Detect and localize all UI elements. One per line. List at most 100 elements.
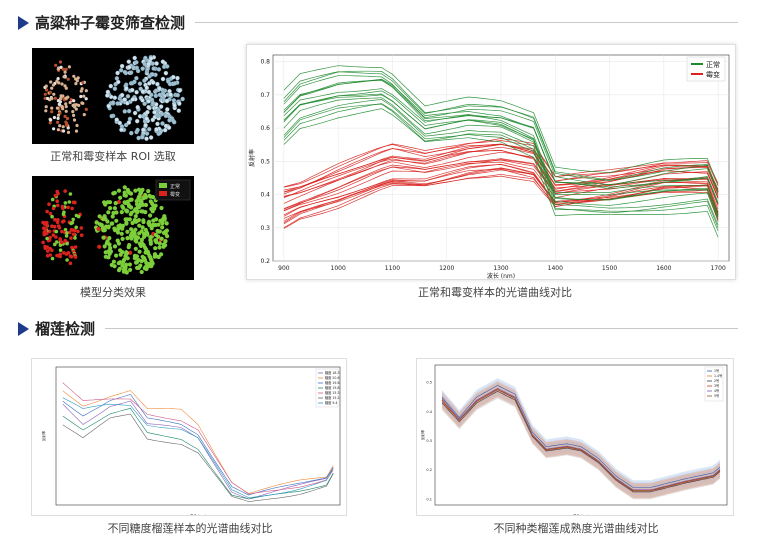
- legend-label: 糖度 18.3: [325, 370, 340, 375]
- spectrum-line: [283, 168, 719, 223]
- x-axis-label: 波长 (nm): [573, 513, 590, 516]
- y-tick-label: 0.2: [426, 468, 432, 472]
- x-tick-label: 1400: [548, 265, 563, 272]
- spectrum-line: [283, 71, 719, 192]
- spectra-main-caption: 正常和霉变样本的光谱曲线对比: [418, 286, 572, 299]
- ripeness-series-line: [441, 389, 721, 492]
- legend-label: 3号: [714, 383, 719, 388]
- ripeness-band: [442, 378, 720, 495]
- sugar-series-line: [62, 397, 334, 499]
- classified-cluster-left: [41, 189, 84, 266]
- ripeness-caption: 不同种类榴莲成熟度光谱曲线对比: [493, 522, 659, 535]
- classification-result-image: 正常 霉变: [32, 176, 194, 280]
- legend-label: 糖度 19.8: [325, 385, 340, 390]
- series-moldy: [283, 138, 719, 229]
- y-tick-label: 0.4: [260, 192, 270, 199]
- spectrum-line: [283, 140, 719, 188]
- legend-label: 4号: [714, 388, 719, 393]
- ripeness-spectra-chart: 0.1 0.2 0.3 0.4 0.5 波长 (nm) 反射率 1号 1.4号 2号 3号 4号 5号: [416, 358, 734, 516]
- spectrum-line: [283, 88, 719, 213]
- spectrum-line: [283, 65, 719, 186]
- spectrum-line: [283, 138, 719, 188]
- classified-cluster-right: [94, 185, 170, 275]
- x-tick-label: 1000: [331, 265, 346, 272]
- ripeness-series-line: [441, 385, 721, 488]
- legend-label: 糖度 15.2: [325, 395, 340, 400]
- legend-label: 1.4号: [714, 373, 722, 378]
- y-tick-label: 0.5: [426, 381, 432, 385]
- legend-label: 霉变: [706, 70, 720, 79]
- spectrum-line: [283, 108, 719, 238]
- spectrum-line: [283, 158, 719, 209]
- classification-legend: 正常 霉变: [155, 179, 191, 201]
- section-header-durian: 榴莲检测: [18, 318, 738, 339]
- ripeness-series-line: [441, 390, 721, 493]
- section-divider: [195, 22, 738, 23]
- y-tick-label: 0.5: [260, 158, 270, 165]
- legend-label: 糖度 15.3: [325, 390, 340, 395]
- spectrum-line: [283, 90, 719, 216]
- y-tick-label: 0.2: [260, 258, 270, 265]
- seed-cluster-left: [43, 60, 88, 134]
- legend-label: 糖度 20.6: [325, 375, 340, 380]
- plot-frame: [434, 364, 728, 506]
- x-tick-label: 1200: [439, 265, 454, 272]
- spectrum-line: [283, 173, 719, 229]
- sugar-series-line: [62, 413, 334, 502]
- y-tick-label: 0.4: [426, 410, 432, 414]
- series-normal: [283, 65, 719, 238]
- x-tick-label: 1500: [602, 265, 617, 272]
- x-axis-label: 波长 (nm): [487, 272, 515, 280]
- spectrum-line: [283, 168, 719, 219]
- spectrum-line: [283, 151, 719, 204]
- spectrum-line: [283, 97, 719, 221]
- seed-cluster-right: [105, 54, 185, 141]
- sugar-series-line: [62, 382, 334, 495]
- spectrum-line: [283, 70, 719, 192]
- triangle-bullet-icon: [18, 15, 29, 30]
- spectrum-line: [283, 93, 719, 216]
- legend-label: 5号: [714, 393, 719, 398]
- x-tick-label: 1600: [656, 265, 671, 272]
- spectrum-line: [283, 94, 719, 218]
- legend-label: 2号: [714, 378, 719, 383]
- section-title: 高粱种子霉变筛查检测: [35, 14, 186, 32]
- y-tick-label: 0.1: [426, 497, 432, 501]
- y-tick-label: 0.8: [260, 59, 270, 66]
- legend-label: 糖度 9.4: [325, 400, 337, 405]
- section-title: 榴莲检测: [35, 320, 96, 338]
- spectrum-line: [283, 144, 719, 193]
- y-axis-label: 反射率: [41, 430, 46, 441]
- legend-normal-label: 正常: [170, 183, 180, 190]
- spectrum-line: [283, 164, 719, 216]
- sugar-caption: 不同糖度榴莲样本的光谱曲线对比: [107, 522, 273, 535]
- y-tick-label: 0.3: [426, 439, 432, 443]
- spectrum-line: [283, 75, 719, 196]
- legend-label: 糖度 19.6: [325, 380, 340, 385]
- ripeness-series-line: [441, 387, 721, 491]
- model-caption: 模型分类效果: [80, 286, 146, 299]
- spectrum-line: [283, 149, 719, 198]
- spectrum-line: [283, 99, 719, 226]
- spectrum-line: [283, 79, 719, 203]
- triangle-bullet-icon: [18, 321, 29, 336]
- x-axis-label: 波长 (nm): [190, 513, 207, 516]
- y-axis-label: 反射率: [420, 429, 425, 440]
- ripeness-band: [442, 381, 720, 498]
- section-header-sorghum: 高粱种子霉变筛查检测: [18, 12, 738, 33]
- ripeness-series-line: [441, 388, 721, 491]
- x-tick-label: 1100: [385, 265, 400, 272]
- y-tick-label: 0.7: [260, 92, 270, 99]
- sugar-series-line: [62, 394, 334, 496]
- legend-moldy-label: 霉变: [170, 191, 180, 198]
- sugar-series-line: [62, 390, 334, 494]
- legend-label: 1号: [714, 368, 719, 373]
- spectrum-line: [283, 103, 719, 232]
- y-axis-label: 反射率: [248, 149, 256, 167]
- chart-legend: 糖度 18.3糖度 20.6糖度 19.6糖度 19.8糖度 15.3糖度 15…: [315, 368, 340, 408]
- ripeness-band: [442, 384, 720, 500]
- sugar-spectra-chart: 波长 (nm) 反射率 糖度 18.3 糖度 20.6 糖度 19.6 糖度 19.8 糖度…: [31, 358, 347, 516]
- ripeness-band: [442, 381, 720, 498]
